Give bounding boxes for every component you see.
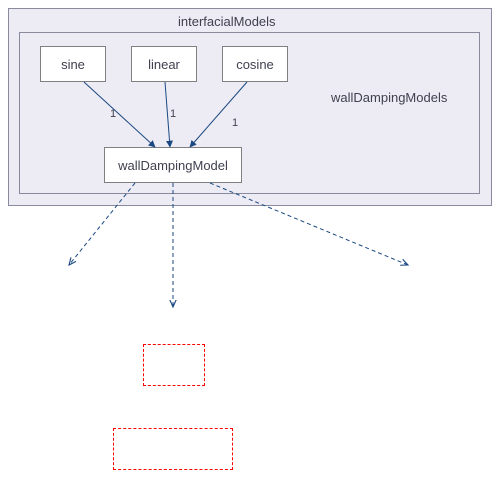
edge-label: 1 (110, 108, 116, 120)
node-cosine[interactable]: cosine (222, 46, 288, 82)
edge-label: 1 (170, 108, 176, 120)
node-label: linear (148, 57, 180, 72)
node-label: cosine (236, 57, 274, 72)
inner-cluster-title[interactable]: wallDampingModels (331, 90, 447, 105)
node-walldampingmodel[interactable]: wallDampingModel (104, 147, 242, 183)
node-label: sine (61, 57, 85, 72)
red-dashed-box[interactable] (143, 344, 205, 386)
edge-label: 1 (232, 117, 238, 129)
node-sine[interactable]: sine (40, 46, 106, 82)
red-dashed-box[interactable] (113, 428, 233, 470)
outer-cluster-title[interactable]: interfacialModels (178, 14, 276, 29)
node-label: wallDampingModel (118, 158, 228, 173)
node-linear[interactable]: linear (131, 46, 197, 82)
